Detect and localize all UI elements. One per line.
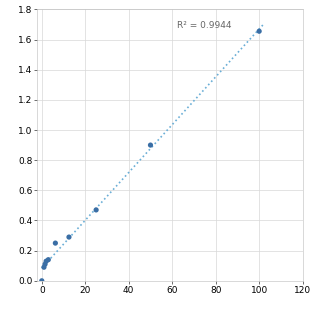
Point (39, 278, 44, 283)
Point (41, 265, 46, 270)
Point (46, 257, 51, 262)
Point (148, 143, 153, 148)
Point (257, 29, 262, 34)
Point (53, 241, 58, 246)
Point (42, 262, 47, 267)
Point (44, 259, 49, 264)
Text: R² = 0.9944: R² = 0.9944 (177, 22, 231, 31)
Point (94, 207, 99, 212)
Point (66, 235, 71, 240)
